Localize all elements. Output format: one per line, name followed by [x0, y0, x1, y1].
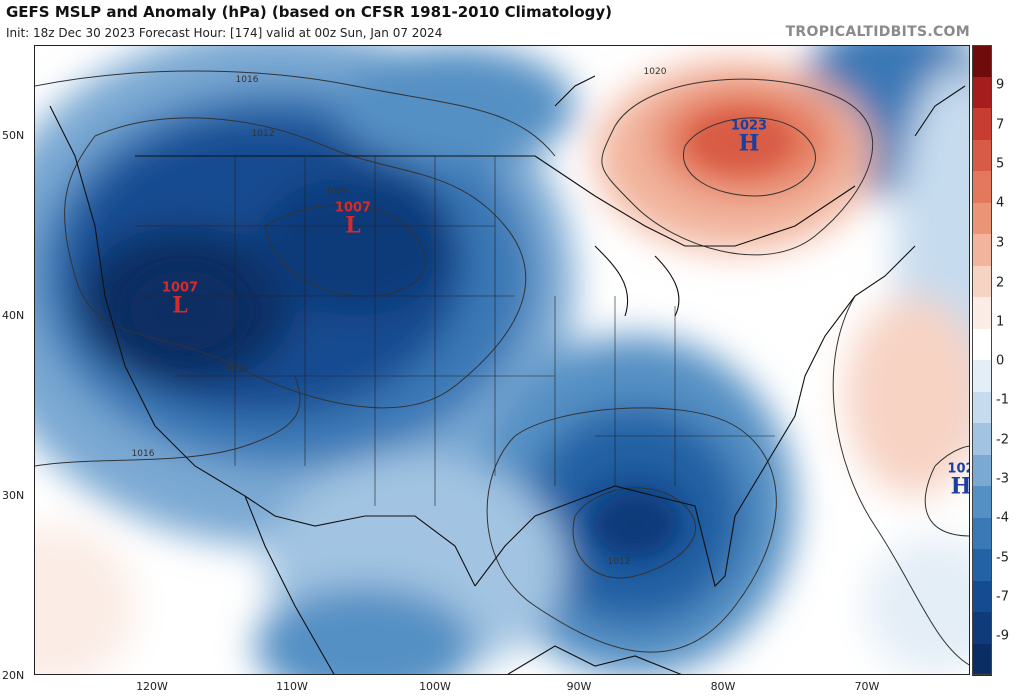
colorbar-label: 7 — [996, 117, 1005, 133]
colorbar-label: -3 — [996, 471, 1009, 487]
colorbar-swatch — [972, 612, 992, 644]
colorbar-label: 5 — [996, 156, 1005, 172]
high-pressure-center: 102H — [947, 461, 970, 500]
colorbar-swatch — [972, 454, 992, 487]
isobar-label: 1008 — [325, 187, 349, 197]
colorbar-swatch — [972, 108, 992, 140]
colorbar-swatch — [972, 234, 992, 266]
colorbar-label: 1 — [996, 314, 1005, 330]
lon-label: 70W — [854, 680, 880, 693]
colorbar-label: 0 — [996, 353, 1005, 369]
site-credit: TROPICALTIDBITS.COM — [785, 24, 970, 40]
state-borders — [135, 156, 775, 506]
lat-label: 20N — [2, 669, 25, 682]
colorbar-label: -2 — [996, 432, 1009, 448]
colorbar-swatch — [972, 580, 992, 613]
colorbar-swatch — [972, 360, 992, 392]
map-panel: 1016 1012 1008 1012 1016 1012 1020 1007 L… — [34, 45, 970, 675]
lon-label: 110W — [276, 680, 308, 693]
coastlines — [49, 75, 966, 674]
colorbar-label: -4 — [996, 510, 1009, 526]
lat-label: 50N — [2, 129, 25, 142]
isobar-label: 1012 — [251, 129, 275, 139]
colorbar-label: -9 — [996, 628, 1009, 644]
colorbar-swatch — [972, 486, 992, 518]
map-subtitle: Init: 18z Dec 30 2023 Forecast Hour: [17… — [6, 26, 443, 40]
isobar-label: 1012 — [607, 557, 631, 567]
lat-label: 30N — [2, 489, 25, 502]
lon-label: 120W — [136, 680, 168, 693]
lat-label: 40N — [2, 309, 25, 322]
colorbar-swatch — [972, 139, 992, 172]
colorbar-label: 2 — [996, 275, 1005, 291]
colorbar-swatch — [972, 391, 992, 424]
anomaly-colorbar — [972, 45, 992, 676]
lon-label: 100W — [419, 680, 451, 693]
isobar-label: 1016 — [235, 75, 259, 85]
isobars — [35, 70, 969, 666]
colorbar-swatch — [972, 328, 992, 361]
colorbar-swatch — [972, 423, 992, 455]
colorbar-swatch — [972, 643, 992, 676]
low-pressure-center: 1007 L — [334, 200, 372, 239]
lon-label: 90W — [566, 680, 592, 693]
colorbar-swatch — [972, 171, 992, 203]
map-title: GEFS MSLP and Anomaly (hPa) (based on CF… — [6, 3, 612, 21]
colorbar-swatch — [972, 517, 992, 550]
isobar-label: 1016 — [131, 449, 155, 459]
colorbar-swatch — [972, 76, 992, 109]
colorbar-swatch — [972, 549, 992, 581]
low-pressure-center: 1007 L — [161, 280, 199, 319]
colorbar-label: 4 — [996, 195, 1005, 211]
anomaly-map — [35, 46, 969, 674]
colorbar-label: 3 — [996, 235, 1005, 251]
isobar-label: 1020 — [643, 67, 667, 77]
colorbar-swatch — [972, 202, 992, 235]
colorbar-label: -5 — [996, 550, 1009, 566]
anomaly-cores — [130, 111, 790, 554]
isobar-label: 1012 — [225, 365, 249, 375]
lon-label: 80W — [710, 680, 736, 693]
colorbar-label: 9 — [996, 77, 1005, 93]
colorbar-label: -7 — [996, 589, 1009, 605]
colorbar-swatch — [972, 45, 992, 77]
colorbar-swatch — [972, 265, 992, 298]
high-pressure-center: 1023 H — [730, 118, 768, 157]
colorbar-label: -1 — [996, 392, 1009, 408]
colorbar-swatch — [972, 297, 992, 329]
